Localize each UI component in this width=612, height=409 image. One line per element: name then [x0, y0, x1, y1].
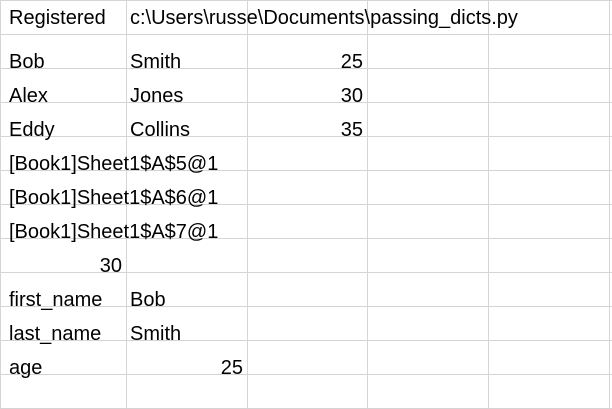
cell-a4[interactable]: Eddy — [9, 119, 55, 141]
cell-a3[interactable]: Alex — [9, 85, 48, 107]
cell-b4[interactable]: Collins — [130, 119, 191, 141]
cell-a9[interactable]: first_name — [9, 289, 103, 311]
column-divider — [488, 0, 489, 409]
cell-b2[interactable]: Smith — [130, 51, 182, 73]
cell-a1[interactable]: Registered — [9, 7, 106, 29]
cell-a2[interactable]: Bob — [9, 51, 45, 73]
sheet-row-1: Registered c:\Users\russe\Documents\pass… — [0, 0, 612, 34]
sheet-row-11: age 25 — [0, 350, 612, 384]
cell-a10[interactable]: last_name — [9, 323, 102, 345]
cell-a6[interactable]: [Book1]Sheet1$A$6@1 — [9, 187, 219, 209]
cell-a8[interactable]: 30 — [99, 255, 122, 277]
sheet-row-4: Eddy Collins 35 — [0, 112, 612, 146]
sheet-row-9: first_name Bob — [0, 282, 612, 316]
column-divider — [126, 0, 127, 409]
cell-a7[interactable]: [Book1]Sheet1$A$7@1 — [9, 221, 219, 243]
sheet-row-2: Bob Smith 25 — [0, 44, 612, 78]
column-divider — [609, 0, 610, 409]
cell-c2[interactable]: 25 — [340, 51, 363, 73]
sheet-row-8: 30 — [0, 248, 612, 282]
sheet-row-10: last_name Smith — [0, 316, 612, 350]
sheet-row-5: [Book1]Sheet1$A$5@1 — [0, 146, 612, 180]
column-divider — [367, 0, 368, 409]
cell-a5[interactable]: [Book1]Sheet1$A$5@1 — [9, 153, 219, 175]
cell-c3[interactable]: 30 — [340, 85, 363, 107]
sheet-row-3: Alex Jones 30 — [0, 78, 612, 112]
cell-b11[interactable]: 25 — [220, 357, 243, 379]
cell-a11[interactable]: age — [9, 357, 43, 379]
cell-c4[interactable]: 35 — [340, 119, 363, 141]
cell-b3[interactable]: Jones — [130, 85, 184, 107]
cell-b9[interactable]: Bob — [130, 289, 166, 311]
cell-b10[interactable]: Smith — [130, 323, 182, 345]
sheet-row-7: [Book1]Sheet1$A$7@1 — [0, 214, 612, 248]
column-divider — [247, 0, 248, 409]
sheet-row-6: [Book1]Sheet1$A$6@1 — [0, 180, 612, 214]
cell-b1[interactable]: c:\Users\russe\Documents\passing_dicts.p… — [130, 7, 518, 29]
